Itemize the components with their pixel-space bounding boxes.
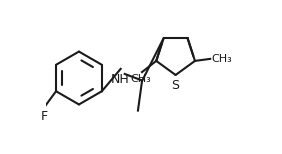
Text: CH₃: CH₃ — [211, 54, 232, 64]
Text: NH: NH — [110, 73, 129, 86]
Text: S: S — [171, 79, 180, 92]
Text: F: F — [40, 109, 47, 123]
Text: CH₃: CH₃ — [131, 74, 151, 84]
